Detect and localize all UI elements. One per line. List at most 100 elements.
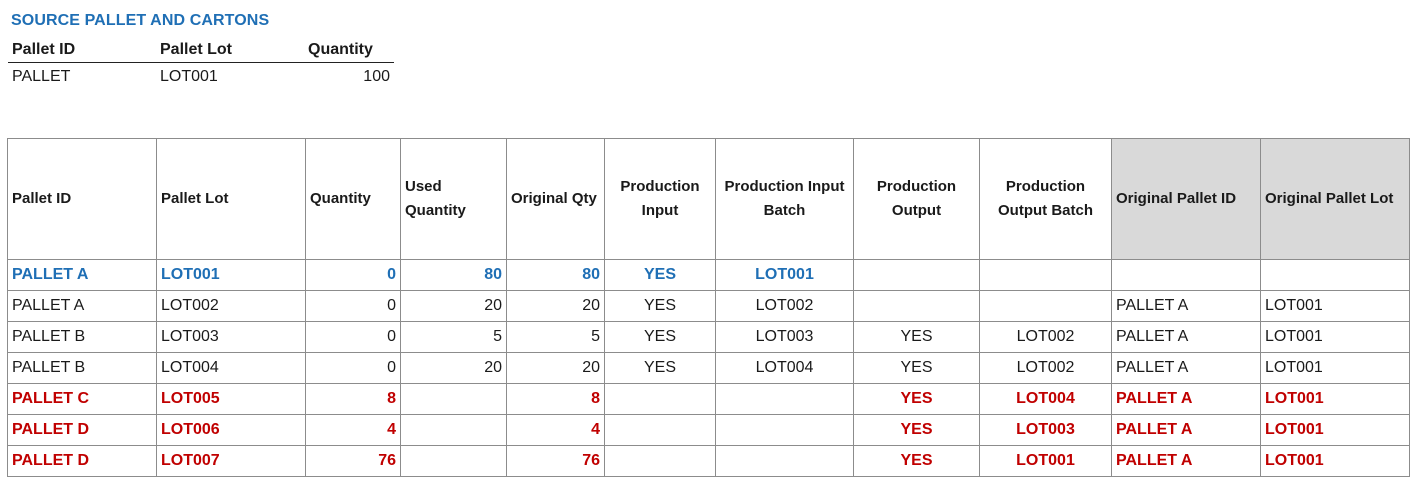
cell-pallet-lot[interactable]: LOT001 bbox=[156, 259, 306, 291]
source-header-pallet-id[interactable]: Pallet ID bbox=[8, 38, 156, 63]
source-cell-quantity[interactable]: 100 bbox=[363, 67, 390, 85]
cell-original-pallet-lot[interactable]: LOT001 bbox=[1260, 321, 1410, 353]
cell-original-qty[interactable]: 20 bbox=[506, 290, 605, 322]
cell-pallet-lot[interactable]: LOT002 bbox=[156, 290, 306, 322]
cell-production-output-batch[interactable]: LOT004 bbox=[979, 383, 1112, 415]
cell-original-pallet-id[interactable]: PALLET A bbox=[1111, 445, 1261, 477]
cell-production-output[interactable] bbox=[853, 290, 980, 322]
header-original-pallet-id[interactable]: Original Pallet ID bbox=[1111, 138, 1261, 260]
cell-used-quantity[interactable] bbox=[400, 445, 507, 477]
cell-original-qty[interactable]: 76 bbox=[506, 445, 605, 477]
cell-production-output-batch[interactable]: LOT002 bbox=[979, 321, 1112, 353]
cell-production-input-batch[interactable]: LOT002 bbox=[715, 290, 854, 322]
cell-original-qty[interactable]: 8 bbox=[506, 383, 605, 415]
cell-production-input-batch[interactable] bbox=[715, 445, 854, 477]
cell-used-quantity[interactable]: 20 bbox=[400, 352, 507, 384]
cell-original-pallet-id[interactable]: PALLET A bbox=[1111, 290, 1261, 322]
source-header-quantity[interactable]: Quantity bbox=[304, 38, 394, 63]
cell-original-pallet-id[interactable] bbox=[1111, 259, 1261, 291]
cell-original-qty[interactable]: 80 bbox=[506, 259, 605, 291]
cell-production-output[interactable]: YES bbox=[853, 352, 980, 384]
cell-production-input-batch[interactable]: LOT003 bbox=[715, 321, 854, 353]
cell-original-pallet-lot[interactable]: LOT001 bbox=[1260, 352, 1410, 384]
cell-production-input-batch[interactable] bbox=[715, 414, 854, 446]
cell-production-output[interactable]: YES bbox=[853, 445, 980, 477]
cell-pallet-lot[interactable]: LOT004 bbox=[156, 352, 306, 384]
header-production-output-batch[interactable]: Production Output Batch bbox=[979, 138, 1112, 260]
cell-pallet-id[interactable]: PALLET B bbox=[7, 321, 157, 353]
cell-production-input-batch[interactable]: LOT001 bbox=[715, 259, 854, 291]
pallet-tracking-table: Pallet ID Pallet Lot Quantity Used Quant… bbox=[7, 138, 1410, 477]
table-header-row: Pallet ID Pallet Lot Quantity Used Quant… bbox=[7, 138, 1410, 260]
header-used-quantity[interactable]: Used Quantity bbox=[400, 138, 507, 260]
cell-pallet-id[interactable]: PALLET A bbox=[7, 259, 157, 291]
source-cell-pallet-lot[interactable]: LOT001 bbox=[160, 67, 218, 85]
cell-production-input[interactable] bbox=[604, 445, 716, 477]
table-row: PALLET A LOT001 0 80 80 YES LOT001 bbox=[7, 259, 1410, 291]
cell-original-pallet-lot[interactable]: LOT001 bbox=[1260, 383, 1410, 415]
cell-used-quantity[interactable]: 80 bbox=[400, 259, 507, 291]
cell-pallet-id[interactable]: PALLET D bbox=[7, 414, 157, 446]
cell-original-qty[interactable]: 20 bbox=[506, 352, 605, 384]
cell-pallet-id[interactable]: PALLET C bbox=[7, 383, 157, 415]
header-production-input-batch[interactable]: Production Input Batch bbox=[715, 138, 854, 260]
cell-pallet-lot[interactable]: LOT006 bbox=[156, 414, 306, 446]
header-pallet-lot[interactable]: Pallet Lot bbox=[156, 138, 306, 260]
cell-original-pallet-lot[interactable]: LOT001 bbox=[1260, 414, 1410, 446]
cell-production-input[interactable] bbox=[604, 383, 716, 415]
cell-production-output-batch[interactable]: LOT001 bbox=[979, 445, 1112, 477]
cell-pallet-id[interactable]: PALLET D bbox=[7, 445, 157, 477]
cell-original-pallet-id[interactable]: PALLET A bbox=[1111, 414, 1261, 446]
cell-quantity[interactable]: 76 bbox=[305, 445, 401, 477]
cell-used-quantity[interactable] bbox=[400, 414, 507, 446]
cell-production-input[interactable] bbox=[604, 414, 716, 446]
cell-production-input[interactable]: YES bbox=[604, 259, 716, 291]
cell-original-pallet-lot[interactable]: LOT001 bbox=[1260, 290, 1410, 322]
cell-pallet-id[interactable]: PALLET A bbox=[7, 290, 157, 322]
cell-quantity[interactable]: 4 bbox=[305, 414, 401, 446]
cell-quantity[interactable]: 0 bbox=[305, 259, 401, 291]
cell-quantity[interactable]: 0 bbox=[305, 352, 401, 384]
cell-original-pallet-lot[interactable]: LOT001 bbox=[1260, 445, 1410, 477]
cell-quantity[interactable]: 8 bbox=[305, 383, 401, 415]
cell-used-quantity[interactable]: 5 bbox=[400, 321, 507, 353]
header-quantity[interactable]: Quantity bbox=[305, 138, 401, 260]
cell-original-pallet-id[interactable]: PALLET A bbox=[1111, 321, 1261, 353]
cell-production-input[interactable]: YES bbox=[604, 352, 716, 384]
source-header-pallet-lot[interactable]: Pallet Lot bbox=[156, 38, 304, 63]
cell-original-qty[interactable]: 5 bbox=[506, 321, 605, 353]
cell-pallet-lot[interactable]: LOT007 bbox=[156, 445, 306, 477]
header-pallet-id[interactable]: Pallet ID bbox=[7, 138, 157, 260]
cell-original-qty[interactable]: 4 bbox=[506, 414, 605, 446]
cell-production-output-batch[interactable]: LOT003 bbox=[979, 414, 1112, 446]
cell-production-output-batch[interactable] bbox=[979, 259, 1112, 291]
cell-quantity[interactable]: 0 bbox=[305, 290, 401, 322]
source-cell-pallet-id[interactable]: PALLET bbox=[12, 67, 71, 85]
source-row: PALLET LOT001 100 bbox=[8, 63, 394, 91]
cell-original-pallet-id[interactable]: PALLET A bbox=[1111, 352, 1261, 384]
header-original-pallet-lot[interactable]: Original Pallet Lot bbox=[1260, 138, 1410, 260]
cell-production-output-batch[interactable]: LOT002 bbox=[979, 352, 1112, 384]
cell-production-input[interactable]: YES bbox=[604, 321, 716, 353]
cell-production-output[interactable]: YES bbox=[853, 383, 980, 415]
cell-pallet-lot[interactable]: LOT005 bbox=[156, 383, 306, 415]
cell-original-pallet-id[interactable]: PALLET A bbox=[1111, 383, 1261, 415]
header-production-output[interactable]: Production Output bbox=[853, 138, 980, 260]
cell-used-quantity[interactable]: 20 bbox=[400, 290, 507, 322]
source-header-row: Pallet ID Pallet Lot Quantity bbox=[8, 38, 394, 63]
cell-original-pallet-lot[interactable] bbox=[1260, 259, 1410, 291]
cell-production-input-batch[interactable]: LOT004 bbox=[715, 352, 854, 384]
cell-production-input[interactable]: YES bbox=[604, 290, 716, 322]
table-row: PALLET A LOT002 0 20 20 YES LOT002 PALLE… bbox=[7, 290, 1410, 322]
cell-quantity[interactable]: 0 bbox=[305, 321, 401, 353]
cell-used-quantity[interactable] bbox=[400, 383, 507, 415]
header-original-qty[interactable]: Original Qty bbox=[506, 138, 605, 260]
cell-pallet-lot[interactable]: LOT003 bbox=[156, 321, 306, 353]
cell-production-output[interactable]: YES bbox=[853, 321, 980, 353]
cell-pallet-id[interactable]: PALLET B bbox=[7, 352, 157, 384]
cell-production-input-batch[interactable] bbox=[715, 383, 854, 415]
cell-production-output[interactable] bbox=[853, 259, 980, 291]
cell-production-output-batch[interactable] bbox=[979, 290, 1112, 322]
header-production-input[interactable]: Production Input bbox=[604, 138, 716, 260]
cell-production-output[interactable]: YES bbox=[853, 414, 980, 446]
